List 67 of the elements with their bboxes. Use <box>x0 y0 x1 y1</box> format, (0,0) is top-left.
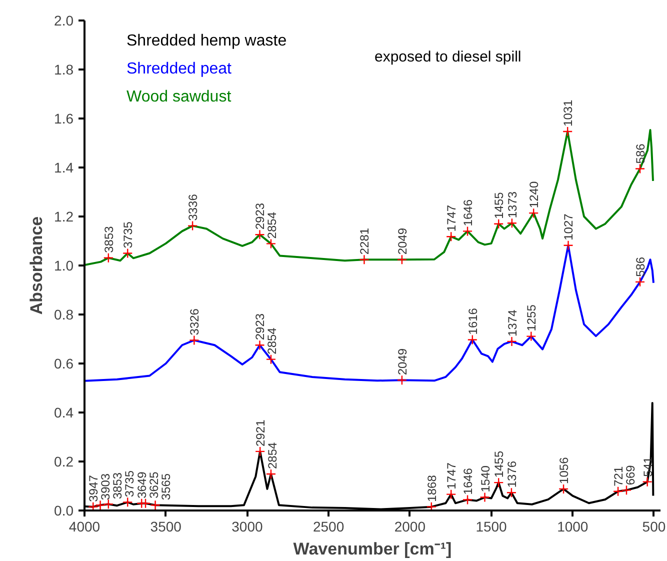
x-tick-label: 2000 <box>394 518 426 534</box>
annotation: 1747 <box>444 462 459 490</box>
annotation: 3565 <box>159 473 174 500</box>
annotation: 3649 <box>135 471 150 498</box>
y-tick-label: 1.2 <box>54 208 74 224</box>
annotation: 541 <box>640 456 655 477</box>
annotation: 1056 <box>557 456 572 484</box>
annotation: 721 <box>612 466 626 486</box>
x-tick-label: 1500 <box>476 518 508 534</box>
annotation: exposed to diesel spill <box>374 48 522 66</box>
x-axis-title: Wavenumber [cm⁻¹] <box>293 540 452 558</box>
annotation: 1027 <box>562 213 576 240</box>
text: Shredded peat <box>126 60 232 78</box>
annotation: 3853 <box>102 226 116 253</box>
y-axis-title: Absorbance <box>27 216 46 315</box>
y-tick-label: 1.6 <box>54 110 74 126</box>
annotation: 586 <box>634 256 648 277</box>
x-tick-label: 2500 <box>312 518 344 534</box>
y-tick-label: 1.0 <box>54 258 74 274</box>
x-tick-label: 3000 <box>232 518 263 534</box>
y-tick-label: 1.4 <box>54 160 74 176</box>
annotation: 1616 <box>466 308 480 335</box>
annotation: 586 <box>634 143 648 164</box>
annotation: 1255 <box>524 304 539 332</box>
annotation: 1646 <box>461 199 476 226</box>
annotation: 1031 <box>561 99 576 126</box>
y-tick-label: 0.4 <box>54 404 74 420</box>
annotation: 3326 <box>188 308 202 336</box>
annotation: 1376 <box>504 460 519 488</box>
annotation: 3947 <box>86 474 101 502</box>
annotation: 1373 <box>505 191 520 218</box>
annotation: 3735 <box>122 470 137 498</box>
annotation: 1646 <box>461 468 476 495</box>
y-tick-label: 1.8 <box>54 62 74 78</box>
y-tick-label: 0.2 <box>54 454 74 470</box>
annotation: 669 <box>624 464 638 486</box>
annotation: 1868 <box>424 474 439 502</box>
y-tick-label: 0.6 <box>54 356 74 372</box>
x-tick-label: 500 <box>642 518 666 534</box>
x-tick-label: 1000 <box>557 518 588 534</box>
annotation: 2923 <box>253 313 268 340</box>
annotation: 2049 <box>395 228 410 255</box>
annotation: 2049 <box>395 348 410 376</box>
annotation: 1540 <box>478 465 492 492</box>
annotation: 2281 <box>358 228 372 255</box>
annotation: 2854 <box>266 442 280 469</box>
annotation: 1374 <box>505 309 520 336</box>
y-tick-label: 0.0 <box>54 502 74 518</box>
annotation: 2921 <box>254 419 268 446</box>
annotation: 2854 <box>265 212 280 239</box>
text: Wood sawdust <box>126 88 232 106</box>
text: Shredded hemp waste <box>126 32 287 50</box>
annotation: 1240 <box>527 181 542 208</box>
annotation: 1455 <box>492 450 506 478</box>
annotation: 3903 <box>98 473 113 500</box>
annotation: 3625 <box>147 471 162 498</box>
annotation: 3336 <box>186 194 200 221</box>
x-tick-label: 4000 <box>68 518 100 534</box>
annotation: 3853 <box>110 472 125 500</box>
annotation: 1747 <box>444 204 459 232</box>
annotation: 3735 <box>121 221 136 248</box>
annotation: 2923 <box>253 202 268 230</box>
annotation: 2854 <box>265 327 280 354</box>
y-tick-label: 2.0 <box>54 12 74 28</box>
annotation: 1455 <box>492 192 506 219</box>
y-tick-label: 0.8 <box>54 306 74 322</box>
x-tick-label: 3500 <box>150 518 182 534</box>
